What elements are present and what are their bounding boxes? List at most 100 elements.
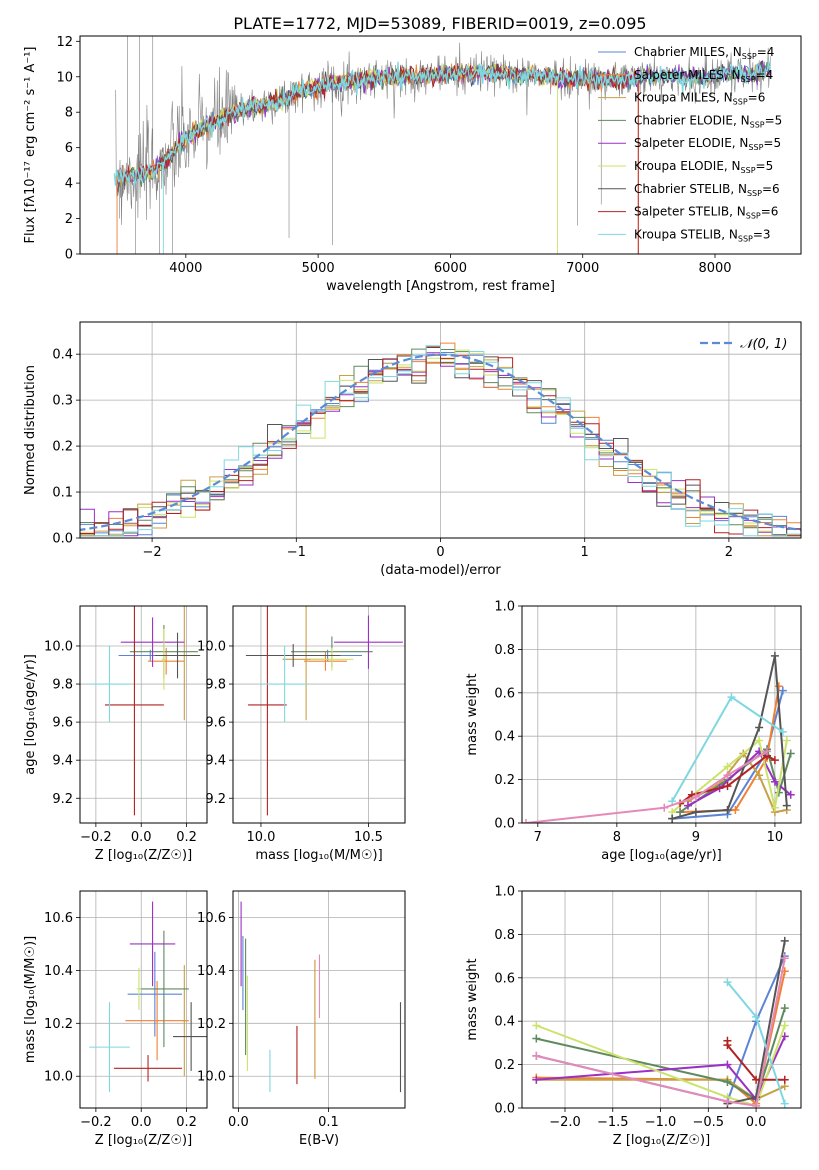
- x-tick-label: −1.5: [597, 1115, 629, 1130]
- weight-marker: [780, 1021, 789, 1030]
- y-tick-label: 8: [65, 106, 73, 121]
- x-tick-label: 10.5: [354, 830, 383, 845]
- chart-title: PLATE=1772, MJD=53089, FIBERID=0019, z=0…: [233, 14, 646, 33]
- plot-area: [89, 606, 201, 816]
- y-tick-label: 0.2: [494, 1058, 515, 1073]
- errorbar-point: [127, 951, 183, 1037]
- y-tick-label: 0.4: [494, 730, 515, 745]
- x-axis-label: age [log₁₀(age/yr)]: [601, 848, 722, 863]
- y-tick-label: 9.6: [205, 716, 226, 731]
- y-axis-label: mass [log₁₀(M/M☉)]: [23, 936, 38, 1063]
- weight-marker: [522, 819, 530, 823]
- y-tick-label: 0.4: [494, 1015, 515, 1030]
- y-axis-label: Normed distribution: [23, 365, 38, 495]
- y-tick-label: 9.4: [52, 754, 73, 769]
- x-tick-label: 2: [725, 545, 733, 560]
- errorbar-point: [129, 901, 176, 987]
- y-tick-label: 1.0: [494, 885, 515, 900]
- x-tick-label: 7: [534, 830, 542, 845]
- weight-marker: [752, 1101, 761, 1108]
- weight-marker: [780, 1004, 789, 1013]
- weight-marker: [723, 782, 732, 791]
- y-tick-label: 9.2: [205, 792, 226, 807]
- errorbar-point: [154, 632, 201, 679]
- plot-area: [113, 36, 772, 254]
- model-line: [113, 60, 772, 188]
- y-tick-label: 0.0: [52, 532, 73, 547]
- weight-series: [671, 655, 788, 820]
- y-tick-label: 0.2: [494, 773, 515, 788]
- x-tick-label: 0: [436, 545, 444, 560]
- x-tick-label: 7000: [566, 261, 599, 276]
- errorbar-point: [161, 628, 167, 690]
- axes-frame: [232, 605, 406, 824]
- panel-age-vs-mass: 10.0 10.5 9.2 9.4 9.6 9.8 10.0 mass [log₁₀(M/M☉…: [197, 605, 406, 863]
- legend: 𝒩(0, 1): [700, 337, 787, 352]
- panel-mass-vs-z: −0.2 0.0 0.2 10.0 10.2 10.4 10.6 Z [log₁₀(Z/Z☉)…: [23, 890, 208, 1148]
- y-axis-label: mass weight: [465, 958, 480, 1040]
- weight-marker: [668, 814, 677, 823]
- histogram-series: [80, 345, 801, 537]
- weight-marker: [532, 1034, 541, 1043]
- weight-series: [535, 1024, 786, 1108]
- legend-label: Chabrier ELODIE, NSSP=5: [634, 113, 782, 129]
- x-tick-label: −0.2: [80, 830, 112, 845]
- errorbar-point: [182, 965, 187, 1077]
- legend-label: Chabrier MILES, NSSP=4: [634, 45, 774, 61]
- panel-age-vs-z: −0.2 0.0 0.2 9.2 9.4 9.6 9.8 10.0 Z [log₁₀(Z/Z☉)…: [23, 605, 208, 863]
- errorbar-point: [136, 967, 142, 1011]
- weight-marker: [755, 723, 764, 732]
- y-tick-label: 10.0: [44, 639, 73, 654]
- errorbar-point: [138, 930, 189, 1048]
- y-tick-label: 9.8: [52, 678, 73, 693]
- y-tick-label: 9.2: [52, 792, 73, 807]
- y-tick-label: 10.0: [197, 639, 226, 654]
- weight-marker: [786, 790, 795, 799]
- x-tick-label: −2: [143, 545, 162, 560]
- weight-marker: [780, 936, 789, 945]
- x-tick-label: 6000: [434, 261, 467, 276]
- plot-area: [245, 606, 403, 816]
- errorbar-point: [334, 615, 403, 669]
- errorbar-point: [114, 1055, 183, 1082]
- y-tick-label: 0.6: [494, 971, 515, 986]
- weight-marker: [723, 1060, 732, 1069]
- weight-series: [672, 690, 784, 820]
- y-tick-label: 0.2: [52, 440, 73, 455]
- panel-residuals: −2 −1 0 1 2 0.0 0.1 0.2 0.3 0.4 (data-model)/error…: [23, 321, 802, 578]
- weight-marker: [770, 803, 779, 812]
- legend-label: Salpeter STELIB, NSSP=6: [634, 205, 778, 221]
- errorbar-point: [172, 1002, 207, 1071]
- y-tick-label: 10.0: [44, 1070, 73, 1085]
- weight-marker: [770, 651, 779, 660]
- errorbar-point: [245, 644, 341, 667]
- weight-marker: [727, 693, 736, 702]
- x-tick-label: 1: [581, 545, 589, 560]
- x-axis-label: E(B-V): [299, 1133, 339, 1148]
- y-tick-label: 9.6: [52, 716, 73, 731]
- x-tick-label: −0.5: [693, 1115, 725, 1130]
- errorbar-point: [310, 647, 354, 671]
- weight-marker: [770, 756, 779, 765]
- legend-label: Kroupa STELIB, NSSP=3: [634, 227, 771, 243]
- weight-marker: [723, 805, 732, 814]
- errorbar-point: [125, 980, 189, 1061]
- axes-frame: [79, 605, 208, 824]
- legend-label: Salpeter ELODIE, NSSP=5: [634, 136, 781, 152]
- weight-marker: [778, 686, 787, 695]
- y-tick-label: 0.8: [494, 643, 515, 658]
- weight-series: [536, 958, 786, 1107]
- plot-area: [240, 901, 402, 1093]
- weight-marker: [723, 1077, 732, 1086]
- errorbar-point: [303, 651, 347, 671]
- y-tick-label: 0.4: [52, 348, 73, 363]
- axes-frame: [79, 35, 802, 255]
- weight-marker: [782, 736, 791, 745]
- y-tick-label: 0.1: [52, 486, 73, 501]
- legend-label: Kroupa MILES, NSSP=6: [634, 91, 765, 107]
- x-tick-label: −0.2: [80, 1115, 112, 1130]
- weight-marker: [782, 801, 791, 810]
- panel-mass-vs-ebv: 0.0 0.1 10.0 10.2 10.4 10.6 E(B-V): [197, 890, 406, 1148]
- weight-marker: [780, 1099, 789, 1108]
- weight-marker: [683, 801, 692, 810]
